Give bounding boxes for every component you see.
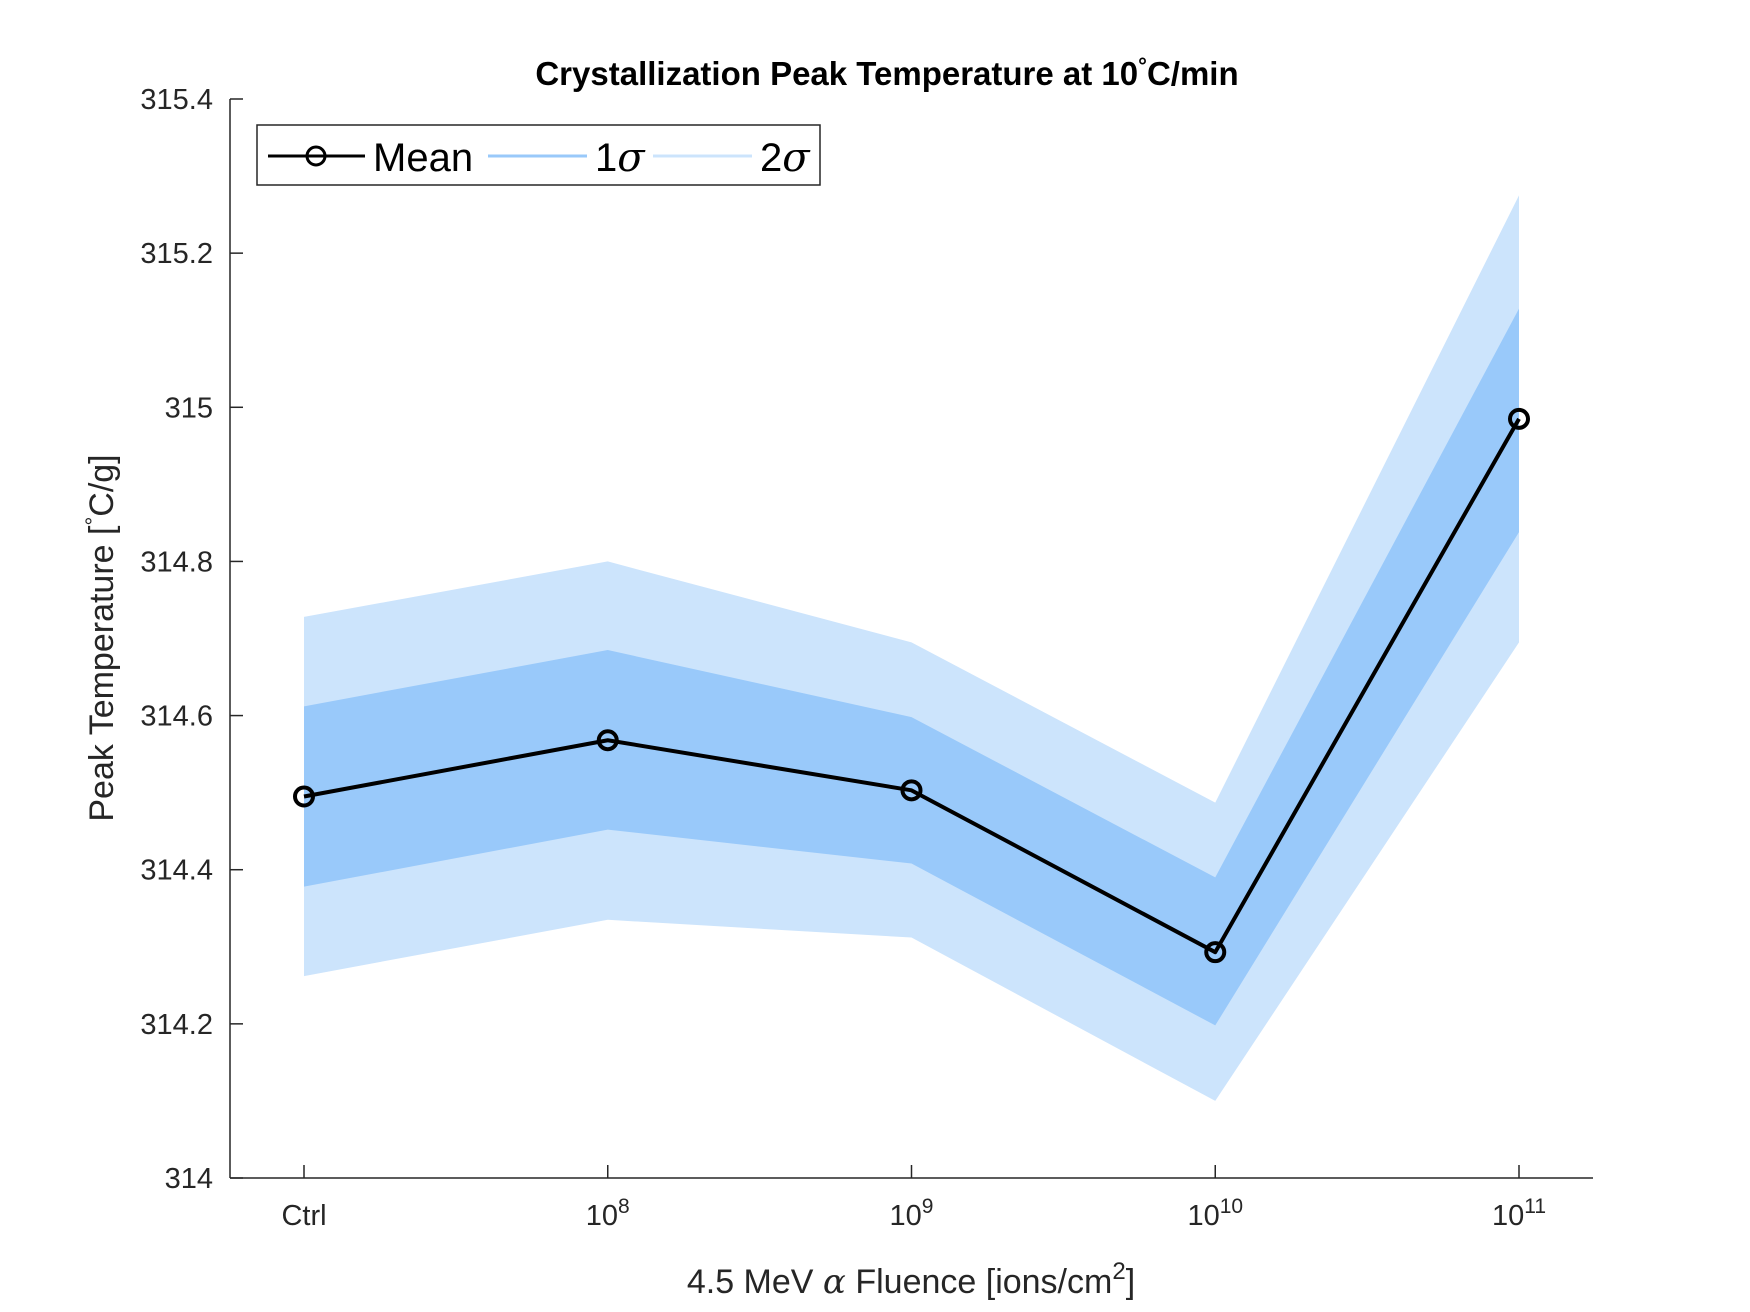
y-tick-label: 314.4 — [140, 855, 213, 887]
mean-point — [900, 779, 923, 802]
y-tick-label: 315.2 — [140, 238, 213, 270]
y-tick-label: 314.8 — [140, 546, 213, 578]
x-tick-label: 109 — [890, 1195, 934, 1232]
x-axis-label: 4.5 MeV α Fluence [ions/cm2] — [687, 1258, 1135, 1302]
x-tick-label: 1011 — [1492, 1195, 1546, 1232]
mean-line — [303, 417, 1521, 955]
legend-mean-label: Mean — [373, 136, 473, 180]
mean-point — [1508, 407, 1530, 430]
mean-point — [596, 729, 619, 752]
mean-point — [293, 785, 315, 808]
legend-2sigma-label: 2σ — [760, 135, 811, 181]
y-tick-label: 315.4 — [140, 84, 213, 116]
y-tick-label: 314.2 — [140, 1009, 213, 1041]
legend-mean-marker — [305, 145, 327, 167]
mean-series — [293, 407, 1530, 964]
mean-point — [1204, 941, 1227, 964]
x-ticks: Ctrl 108 109 1010 1011 — [281, 1165, 1546, 1232]
y-ticks: 314 314.2 314.4 314.6 314.8 315 315.2 315.4 — [140, 84, 243, 1195]
band-1sigma — [304, 308, 1519, 1026]
y-tick-label: 315 — [165, 392, 213, 424]
legend-1sigma-label: 1σ — [595, 135, 646, 181]
y-tick-label: 314 — [165, 1163, 213, 1195]
legend: Mean 1σ 2σ — [256, 124, 821, 186]
y-tick-label: 314.6 — [140, 701, 213, 733]
band-2sigma — [304, 195, 1519, 1101]
x-tick-label: 108 — [586, 1195, 630, 1232]
x-tick-label: Ctrl — [281, 1200, 326, 1232]
x-tick-label: 1010 — [1187, 1195, 1243, 1232]
y-axis-label: Peak Temperature [°C/g] — [81, 454, 121, 821]
chart-title: Crystallization Peak Temperature at 10°C… — [535, 53, 1238, 92]
confidence-bands — [304, 195, 1519, 1101]
